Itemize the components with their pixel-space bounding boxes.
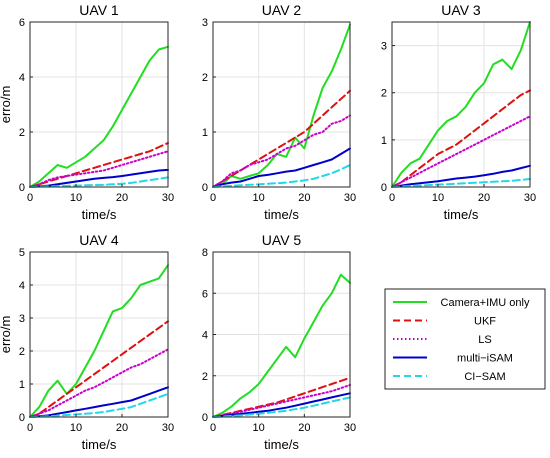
legend-entry-label: CI−SAM (464, 371, 505, 383)
x-tick-label: 20 (478, 192, 490, 204)
y-tick-label: 2 (19, 346, 25, 358)
x-tick-label: 30 (162, 192, 174, 204)
y-tick-label: 0 (19, 182, 25, 194)
x-axis-label: time/s (264, 437, 299, 452)
x-tick-label: 0 (27, 192, 33, 204)
x-tick-label: 0 (389, 192, 395, 204)
x-tick-label: 30 (524, 192, 536, 204)
x-tick-label: 10 (432, 192, 444, 204)
x-tick-label: 30 (162, 422, 174, 434)
x-axis-label: time/s (82, 207, 117, 222)
chart-panel-2: 0 10 20 30 0 1 2 3 UAV 2 time/s (202, 2, 356, 222)
legend-entry-label: multi−iSAM (457, 353, 513, 365)
y-tick-label: 2 (19, 127, 25, 139)
chart-title: UAV 3 (441, 2, 481, 18)
y-tick-label: 1 (381, 135, 387, 147)
x-axis-label: time/s (444, 207, 479, 222)
x-tick-label: 0 (27, 422, 33, 434)
y-tick-label: 4 (19, 280, 25, 292)
y-tick-label: 4 (202, 330, 208, 342)
y-tick-label: 8 (202, 247, 208, 259)
y-axis-label: erro/m (0, 316, 13, 354)
y-tick-label: 0 (202, 412, 208, 424)
y-tick-label: 6 (202, 288, 208, 300)
y-tick-label: 5 (19, 247, 25, 259)
y-axis-label: erro/m (0, 86, 13, 124)
x-tick-label: 10 (253, 192, 265, 204)
y-tick-label: 2 (202, 371, 208, 383)
y-tick-label: 0 (19, 412, 25, 424)
x-tick-label: 10 (70, 422, 82, 434)
y-tick-label: 1 (202, 127, 208, 139)
x-axis-label: time/s (82, 437, 117, 452)
chart-title: UAV 5 (262, 232, 302, 248)
x-tick-label: 20 (116, 422, 128, 434)
legend: Camera+IMU only UKF LS multi−iSAM CI−SAM (385, 289, 545, 389)
y-tick-label: 0 (202, 182, 208, 194)
x-tick-label: 10 (70, 192, 82, 204)
x-tick-label: 0 (210, 422, 216, 434)
y-tick-label: 2 (202, 72, 208, 84)
x-tick-label: 20 (116, 192, 128, 204)
y-tick-label: 0 (381, 182, 387, 194)
plot-area (213, 22, 350, 187)
legend-entry-label: Camera+IMU only (441, 297, 530, 309)
chart-panel-5: 0 10 20 30 0 2 4 6 8 UAV 5 time/s (202, 232, 356, 452)
x-tick-label: 30 (344, 192, 356, 204)
y-tick-label: 3 (19, 313, 25, 325)
x-axis-label: time/s (264, 207, 299, 222)
y-tick-label: 3 (202, 17, 208, 29)
chart-title: UAV 4 (79, 232, 119, 248)
plot-area (30, 22, 168, 187)
legend-entry-label: UKF (474, 315, 496, 327)
x-tick-label: 10 (253, 422, 265, 434)
y-tick-label: 2 (381, 88, 387, 100)
x-tick-label: 0 (210, 192, 216, 204)
y-tick-label: 3 (381, 41, 387, 53)
chart-panel-4: 0 10 20 30 0 1 2 3 4 5 UAV 4 time/s erro/m (0, 232, 174, 452)
y-tick-label: 4 (19, 72, 25, 84)
x-tick-label: 30 (344, 422, 356, 434)
chart-panel-3: 0 10 20 30 0 1 2 3 UAV 3 time/s (381, 2, 536, 222)
plot-area (30, 252, 168, 417)
y-tick-label: 6 (19, 17, 25, 29)
y-tick-label: 1 (19, 379, 25, 391)
x-tick-label: 20 (298, 422, 310, 434)
x-tick-label: 20 (298, 192, 310, 204)
chart-title: UAV 1 (79, 2, 119, 18)
chart-panel-1: 0 10 20 30 0 2 4 6 UAV 1 time/s erro/m (0, 2, 174, 222)
legend-entry-label: LS (478, 334, 491, 346)
chart-title: UAV 2 (262, 2, 302, 18)
